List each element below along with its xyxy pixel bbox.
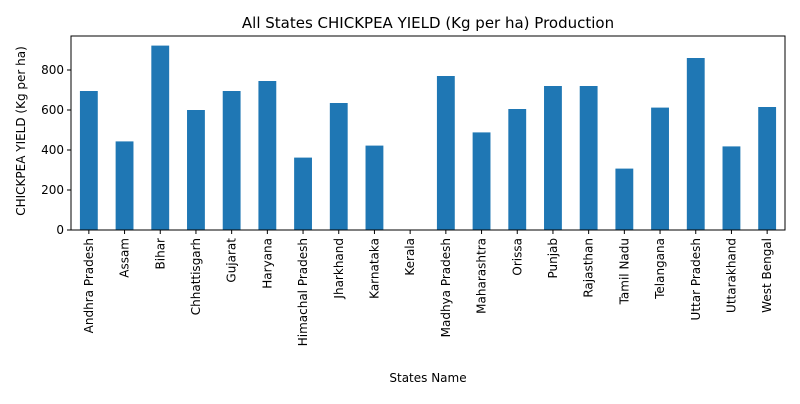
x-tick-label: Telangana: [653, 238, 667, 300]
x-tick-label: Haryana: [260, 238, 274, 289]
y-tick-label: 800: [41, 63, 64, 77]
x-tick-label: Assam: [118, 238, 132, 278]
bar-haryana: [258, 81, 277, 230]
bar-punjab: [544, 86, 562, 230]
plot-frame: [70, 35, 786, 231]
y-tick-label: 400: [41, 143, 64, 157]
x-tick-label: Karnataka: [367, 238, 381, 299]
bar-bihar: [151, 45, 170, 230]
bar-andhra-pradesh: [79, 91, 98, 230]
bar-madhya-pradesh: [436, 76, 455, 230]
bar-telangana: [651, 107, 669, 230]
bar-rajasthan: [579, 86, 598, 230]
y-tick-label: 0: [56, 223, 64, 237]
x-tick-label: Kerala: [403, 238, 417, 276]
x-tick-label: Uttarakhand: [724, 238, 738, 313]
x-tick-label: Jharkhand: [332, 238, 346, 300]
bar-tamil-nadu: [615, 168, 634, 230]
y-tick-label: 200: [41, 183, 64, 197]
chart-title: All States CHICKPEA YIELD (Kg per ha) Pr…: [242, 14, 614, 32]
y-tick-label: 600: [41, 103, 64, 117]
x-tick-label: Chhattisgarh: [189, 238, 203, 315]
bars-layer: [79, 45, 777, 230]
bar-maharashtra: [472, 132, 491, 230]
bar-assam: [115, 141, 134, 230]
x-tick-label: Himachal Pradesh: [296, 238, 310, 346]
bar-himachal-pradesh: [294, 157, 312, 230]
x-axis-label: States Name: [389, 371, 466, 385]
bar-west-bengal: [758, 107, 777, 230]
x-tick-label: Orissa: [510, 238, 524, 276]
x-tick-label: Uttar Pradesh: [689, 238, 703, 320]
x-tick-label: West Bengal: [760, 238, 774, 313]
x-tick-label: Rajasthan: [582, 238, 596, 298]
x-tick-label: Andhra Pradesh: [82, 238, 96, 333]
x-tick-label: Bihar: [153, 238, 167, 270]
bar-gujarat: [222, 91, 241, 230]
bar-jharkhand: [329, 103, 348, 230]
bar-uttarakhand: [722, 146, 741, 230]
y-axis-label: CHICKPEA YIELD (Kg per ha): [14, 46, 28, 216]
bar-karnataka: [365, 145, 384, 230]
bar-uttar-pradesh: [686, 58, 705, 230]
x-tick-label: Maharashtra: [475, 238, 489, 314]
x-axis: Andhra Pradesh Assam Bihar Chhattisgarh Guja…: [82, 230, 774, 346]
bar-orissa: [508, 109, 527, 230]
x-tick-label: Madhya Pradesh: [439, 238, 453, 337]
y-axis: 0 200 400 600 800: [41, 63, 71, 237]
x-tick-label: Tamil Nadu: [617, 238, 631, 305]
x-tick-label: Punjab: [546, 238, 560, 279]
bar-chhattisgarh: [187, 110, 205, 230]
x-tick-label: Gujarat: [225, 238, 239, 283]
